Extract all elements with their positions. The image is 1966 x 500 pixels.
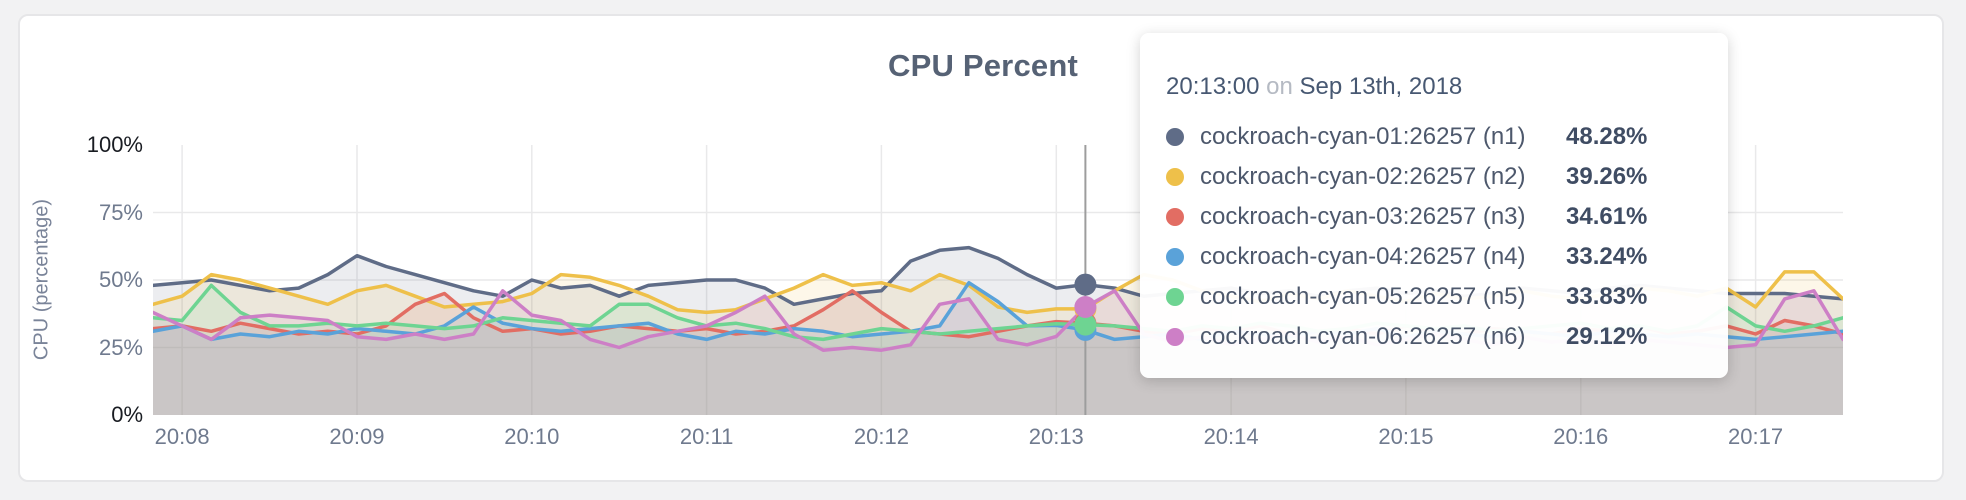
tooltip-row: cockroach-cyan-01:26257 (n1) 48.28% (1166, 117, 1702, 157)
x-tick-label: 20:14 (1203, 424, 1259, 449)
series-label: cockroach-cyan-06:26257 (n6) (1200, 323, 1526, 350)
tooltip-rows: cockroach-cyan-01:26257 (n1) 48.28% cockro… (1166, 117, 1702, 357)
series-label: cockroach-cyan-01:26257 (n1) (1200, 123, 1526, 150)
hover-dot-n5 (1074, 313, 1097, 336)
x-tick-label: 20:17 (1728, 424, 1784, 449)
series-color-dot-icon (1166, 248, 1184, 266)
series-color-dot-icon (1166, 328, 1184, 346)
x-tick-label: 20:13 (1028, 424, 1084, 449)
plot-area[interactable] (153, 145, 1843, 415)
chart-title: CPU Percent (888, 48, 1078, 83)
series-value: 33.83% (1566, 283, 1648, 310)
hover-dot-n6 (1074, 296, 1097, 318)
y-tick-label: 50% (98, 267, 143, 292)
tooltip-header: 20:13:00 on Sep 13th, 2018 (1166, 71, 1702, 103)
y-tick-label: 0% (111, 402, 143, 427)
series-label: cockroach-cyan-04:26257 (n4) (1200, 243, 1526, 270)
series-area-n6 (153, 290, 1843, 415)
hover-tooltip: 20:13:00 on Sep 13th, 2018 cockroach-cya… (1140, 33, 1728, 378)
x-tick-label: 20:08 (154, 424, 210, 449)
series-label: cockroach-cyan-02:26257 (n2) (1200, 163, 1526, 190)
series-area-n5 (153, 285, 1843, 415)
series-area-n4 (153, 282, 1843, 415)
tooltip-time: 20:13:00 (1166, 73, 1260, 100)
series-color-dot-icon (1166, 208, 1184, 226)
series-value: 29.12% (1566, 323, 1648, 350)
hover-dot-n1 (1074, 273, 1097, 296)
tooltip-conjunction: on (1266, 73, 1293, 100)
x-tick-label: 20:11 (679, 424, 734, 449)
x-tick-label: 20:15 (1378, 424, 1434, 449)
y-tick-label: 75% (98, 199, 143, 225)
x-tick-label: 20:12 (853, 424, 909, 449)
series-value: 39.26% (1566, 163, 1648, 190)
tooltip-date: Sep 13th, 2018 (1299, 73, 1463, 100)
tooltip-row: cockroach-cyan-02:26257 (n2) 39.26% (1166, 157, 1702, 197)
x-tick-label: 20:10 (504, 424, 560, 449)
tooltip-row: cockroach-cyan-06:26257 (n6) 29.12% (1166, 317, 1702, 357)
series-color-dot-icon (1166, 168, 1184, 186)
series-color-dot-icon (1166, 288, 1184, 306)
tooltip-row: cockroach-cyan-05:26257 (n5) 33.83% (1166, 277, 1702, 317)
tooltip-row: cockroach-cyan-03:26257 (n3) 34.61% (1166, 197, 1702, 237)
series-area-n3 (153, 290, 1843, 415)
x-tick-label: 20:09 (329, 424, 385, 449)
tooltip-row: cockroach-cyan-04:26257 (n4) 33.24% (1166, 237, 1702, 277)
y-tick-label: 100% (86, 132, 143, 157)
y-tick-label: 25% (98, 334, 143, 360)
x-tick-label: 20:16 (1553, 424, 1609, 449)
series-color-dot-icon (1166, 128, 1184, 146)
series-label: cockroach-cyan-03:26257 (n3) (1200, 203, 1526, 230)
series-value: 33.24% (1566, 243, 1648, 270)
series-label: cockroach-cyan-05:26257 (n5) (1200, 283, 1526, 310)
series-value: 48.28% (1566, 123, 1648, 150)
series-value: 34.61% (1566, 203, 1648, 230)
